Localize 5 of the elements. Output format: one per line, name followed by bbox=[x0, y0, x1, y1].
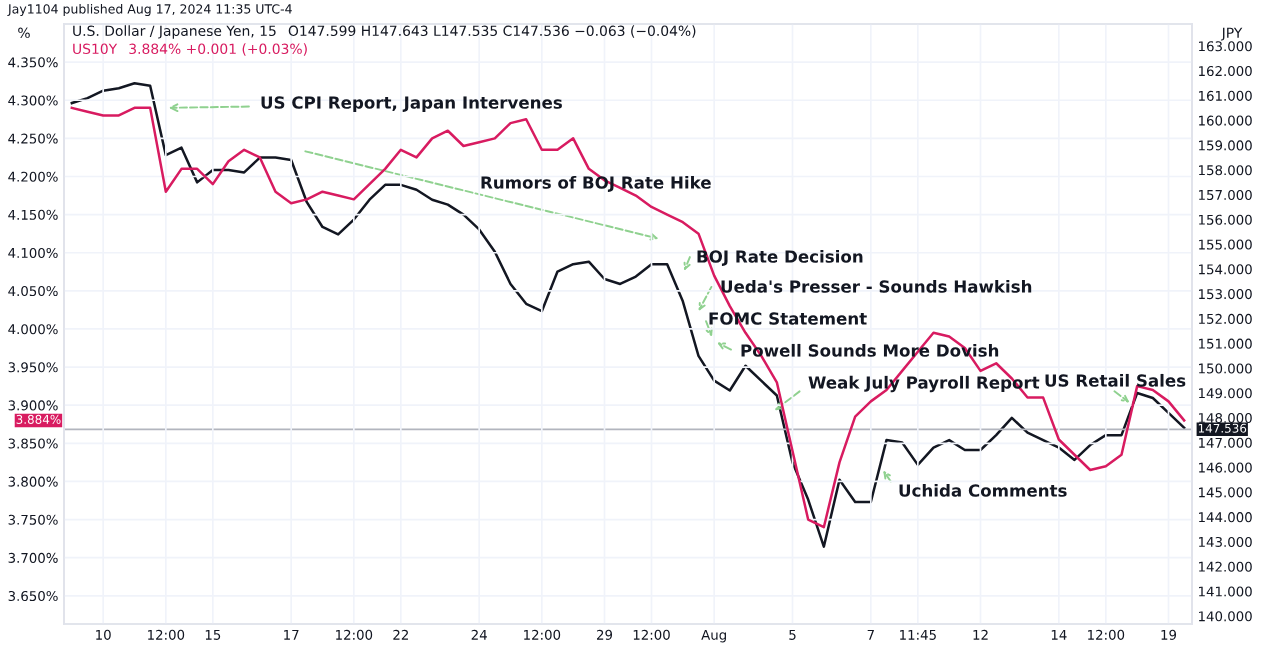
annotation: Ueda's Presser - Sounds Hawkish bbox=[721, 279, 1032, 293]
annotation: Uchida Comments bbox=[899, 483, 1067, 497]
annotation: US Retail Sales bbox=[1045, 373, 1186, 387]
annotation: Rumors of BOJ Rate Hike bbox=[481, 175, 711, 192]
annotation: US CPI Report, Japan Intervenes bbox=[261, 96, 562, 113]
